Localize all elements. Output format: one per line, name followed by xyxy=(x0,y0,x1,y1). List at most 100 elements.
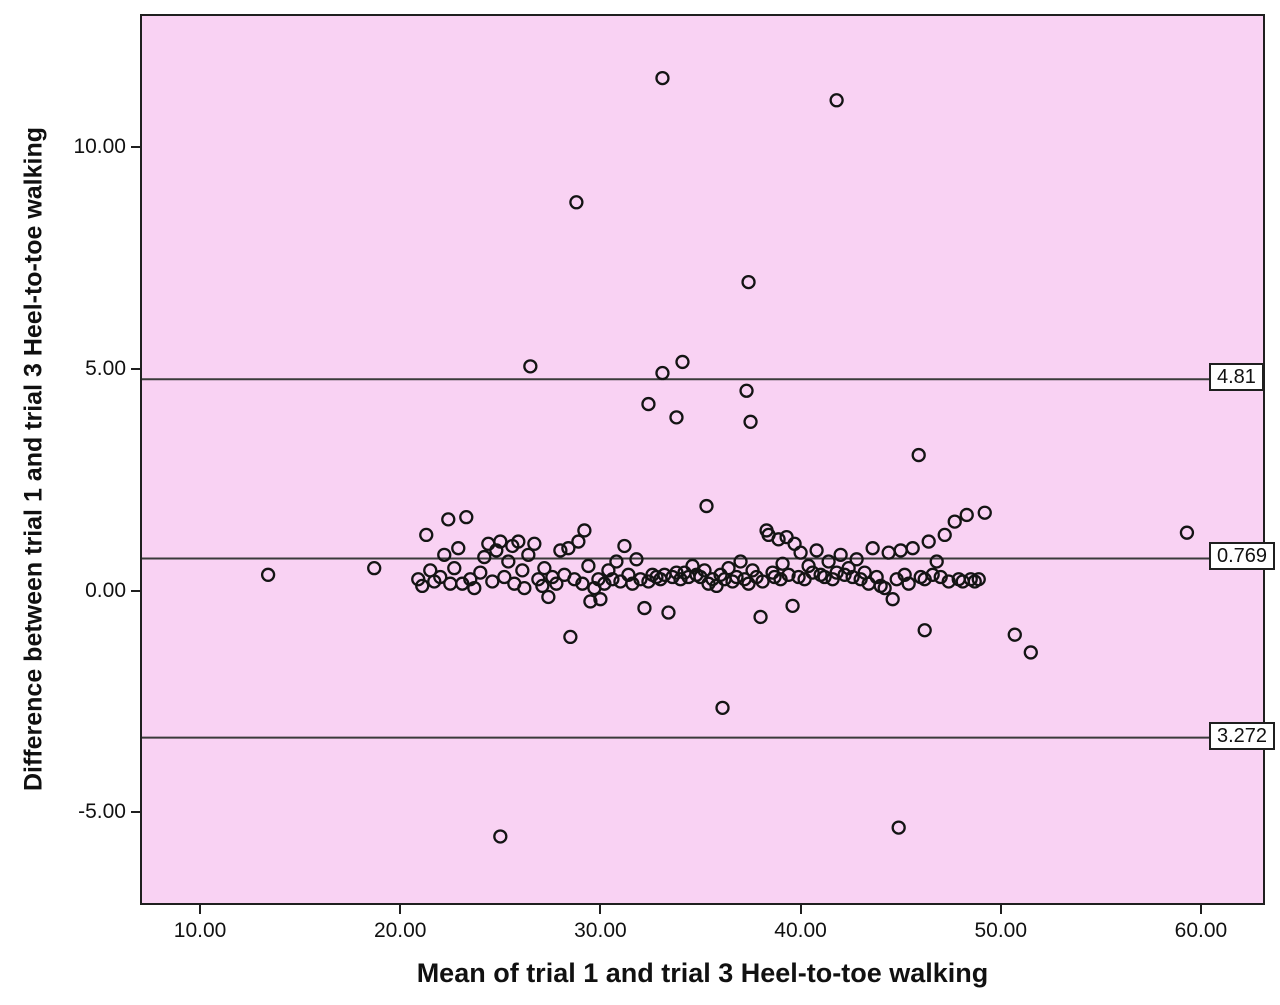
data-point xyxy=(809,543,824,558)
y-tick-mark xyxy=(131,589,140,592)
data-point xyxy=(1023,645,1038,660)
x-tick-label: 40.00 xyxy=(774,919,827,942)
data-point xyxy=(675,354,690,370)
y-tick-mark xyxy=(131,811,140,814)
data-point xyxy=(741,274,756,290)
data-point xyxy=(575,576,590,591)
data-point xyxy=(541,589,556,605)
data-point xyxy=(781,567,796,582)
y-tick-mark xyxy=(131,146,140,149)
data-point xyxy=(481,536,496,551)
data-point xyxy=(901,576,916,591)
data-point xyxy=(441,512,456,527)
data-point xyxy=(905,541,920,556)
data-point xyxy=(715,700,730,716)
data-point xyxy=(569,195,584,210)
data-point xyxy=(937,527,952,543)
data-point xyxy=(911,447,926,463)
y-tick-label: 5.00 xyxy=(85,356,126,380)
data-point xyxy=(415,578,430,594)
data-point xyxy=(563,629,578,645)
plot-area xyxy=(140,14,1265,905)
data-point xyxy=(733,554,748,569)
x-axis-title: Mean of trial 1 and trial 3 Heel-to-toe … xyxy=(416,958,989,988)
data-point xyxy=(865,541,880,556)
data-point xyxy=(793,545,808,560)
data-point xyxy=(955,574,970,589)
data-point xyxy=(753,609,768,625)
data-point xyxy=(553,543,568,558)
data-point xyxy=(493,534,508,549)
data-point xyxy=(917,623,932,638)
data-point xyxy=(501,554,516,569)
data-point xyxy=(571,534,586,549)
data-point xyxy=(829,565,844,580)
data-point xyxy=(697,563,712,578)
data-point xyxy=(629,552,644,567)
data-point xyxy=(593,592,608,607)
data-point xyxy=(459,510,474,525)
reference-line-label: 4.81 xyxy=(1209,363,1264,392)
data-point xyxy=(367,561,382,576)
data-point xyxy=(517,580,532,596)
data-point xyxy=(821,554,836,569)
data-point xyxy=(613,574,628,589)
data-point xyxy=(891,820,906,835)
data-point xyxy=(617,538,632,554)
data-point xyxy=(829,93,844,108)
data-point xyxy=(755,574,770,589)
y-tick-label: 0.00 xyxy=(85,578,126,602)
data-point xyxy=(849,552,864,567)
y-axis-title: Difference between trial 1 and trial 3 H… xyxy=(19,126,48,792)
data-point xyxy=(701,576,716,591)
data-point xyxy=(537,561,552,576)
x-tick-label: 60.00 xyxy=(1174,919,1228,942)
data-point xyxy=(549,576,564,591)
data-point xyxy=(805,565,820,580)
data-point xyxy=(833,547,848,563)
data-point xyxy=(971,572,986,587)
data-point xyxy=(941,574,956,589)
data-point xyxy=(477,549,492,565)
data-point xyxy=(893,543,908,558)
data-point xyxy=(739,383,754,398)
x-tick-mark xyxy=(1199,905,1202,914)
data-point xyxy=(641,396,656,412)
data-point xyxy=(511,534,526,549)
y-tick-label: 10.00 xyxy=(73,135,126,159)
data-point xyxy=(583,594,598,609)
data-point xyxy=(493,829,508,844)
data-point xyxy=(925,567,940,582)
data-point xyxy=(437,547,452,563)
data-point xyxy=(775,556,790,571)
data-point xyxy=(729,569,744,585)
scatter-canvas xyxy=(142,70,1263,844)
x-tick-mark xyxy=(399,905,402,914)
data-point xyxy=(771,532,786,547)
data-point xyxy=(473,565,488,580)
data-point xyxy=(665,569,680,585)
data-point xyxy=(497,569,512,585)
data-point xyxy=(977,505,992,520)
data-point xyxy=(535,578,550,594)
data-point xyxy=(743,414,758,429)
data-point xyxy=(637,600,652,616)
data-point xyxy=(817,569,832,585)
data-point xyxy=(633,572,648,587)
data-point xyxy=(877,580,892,596)
data-point xyxy=(655,70,670,86)
x-tick-mark xyxy=(599,905,602,914)
data-point xyxy=(959,507,974,523)
x-tick-mark xyxy=(199,905,202,914)
data-point xyxy=(947,514,962,529)
data-point xyxy=(419,527,434,543)
data-point xyxy=(447,561,462,576)
data-point xyxy=(485,574,500,589)
y-tick-mark xyxy=(131,367,140,370)
reference-line-label: 3.272 xyxy=(1209,721,1276,750)
data-point xyxy=(1007,627,1022,642)
y-tick-label: -5.00 xyxy=(78,800,126,824)
data-point xyxy=(655,365,670,381)
data-point xyxy=(845,569,860,585)
data-point xyxy=(605,572,620,587)
